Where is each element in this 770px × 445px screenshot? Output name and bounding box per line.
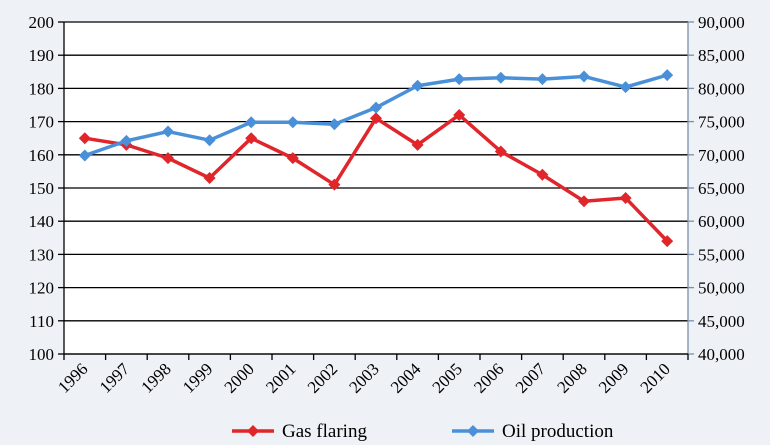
right-tick-label: 85,000 <box>698 46 745 65</box>
data-point-oil-production <box>78 149 91 162</box>
left-tick-label: 180 <box>29 79 55 98</box>
right-tick-label: 65,000 <box>698 179 745 198</box>
data-point-oil-production <box>536 73 549 86</box>
x-tick-label: 2006 <box>470 359 507 396</box>
x-tick-label: 2008 <box>553 359 590 396</box>
left-tick-label: 160 <box>29 146 55 165</box>
x-tick-label: 2000 <box>221 359 258 396</box>
data-point-gas-flaring <box>286 152 299 165</box>
right-tick-label: 55,000 <box>698 245 745 264</box>
data-point-gas-flaring <box>578 195 590 208</box>
data-point-gas-flaring <box>661 235 674 248</box>
x-tick-label: 2010 <box>637 359 674 396</box>
x-tick-label: 1999 <box>179 359 216 396</box>
data-point-oil-production <box>411 79 424 92</box>
data-point-gas-flaring <box>411 138 424 151</box>
data-point-gas-flaring <box>203 172 216 185</box>
data-point-gas-flaring <box>494 145 507 158</box>
left-tick-label: 130 <box>29 245 55 264</box>
legend-marker-gas-flaring <box>247 425 259 437</box>
data-point-oil-production <box>120 134 133 147</box>
data-point-gas-flaring <box>245 132 258 145</box>
data-point-oil-production <box>661 69 674 82</box>
x-tick-label: 1996 <box>54 359 91 396</box>
data-point-oil-production <box>494 71 507 84</box>
right-tick-label: 50,000 <box>698 279 745 298</box>
data-point-oil-production <box>578 70 590 83</box>
legend-marker-oil-production <box>467 425 479 437</box>
data-point-oil-production <box>162 125 174 138</box>
x-tick-label: 2009 <box>595 359 632 396</box>
data-point-oil-production <box>619 81 632 94</box>
data-point-gas-flaring <box>536 168 549 181</box>
x-tick-label: 2004 <box>387 359 425 397</box>
left-tick-label: 150 <box>29 179 55 198</box>
x-tick-label: 2002 <box>304 359 341 396</box>
x-tick-label: 2005 <box>429 359 466 396</box>
data-point-gas-flaring <box>78 132 91 145</box>
data-point-oil-production <box>328 118 341 131</box>
x-tick-label: 1998 <box>137 359 174 396</box>
x-tick-label: 1997 <box>96 359 134 397</box>
left-tick-label: 120 <box>29 279 55 298</box>
x-tick-label: 2003 <box>345 359 382 396</box>
x-tick-label: 2001 <box>262 359 299 396</box>
data-point-gas-flaring <box>370 112 382 125</box>
data-point-oil-production <box>370 101 382 114</box>
legend-label-gas-flaring: Gas flaring <box>282 421 367 442</box>
left-tick-label: 200 <box>29 13 55 32</box>
left-tick-label: 140 <box>29 212 55 231</box>
left-tick-label: 190 <box>29 46 55 65</box>
x-tick-label: 2007 <box>512 359 550 397</box>
data-point-oil-production <box>286 116 299 129</box>
right-tick-label: 60,000 <box>698 212 745 231</box>
data-point-gas-flaring <box>328 178 341 191</box>
right-tick-label: 45,000 <box>698 312 745 331</box>
data-point-oil-production <box>245 116 258 129</box>
right-tick-label: 90,000 <box>698 13 745 32</box>
data-point-gas-flaring <box>619 191 632 204</box>
data-point-gas-flaring <box>162 152 174 165</box>
left-tick-label: 110 <box>29 312 54 331</box>
data-point-oil-production <box>203 134 216 147</box>
legend-label-oil-production: Oil production <box>502 421 614 442</box>
left-tick-label: 170 <box>29 113 55 132</box>
data-point-gas-flaring <box>453 108 466 121</box>
right-tick-label: 40,000 <box>698 345 745 364</box>
right-tick-label: 80,000 <box>698 79 745 98</box>
left-tick-label: 100 <box>29 345 55 364</box>
right-tick-label: 75,000 <box>698 113 745 132</box>
data-point-oil-production <box>453 73 466 86</box>
right-tick-label: 70,000 <box>698 146 745 165</box>
